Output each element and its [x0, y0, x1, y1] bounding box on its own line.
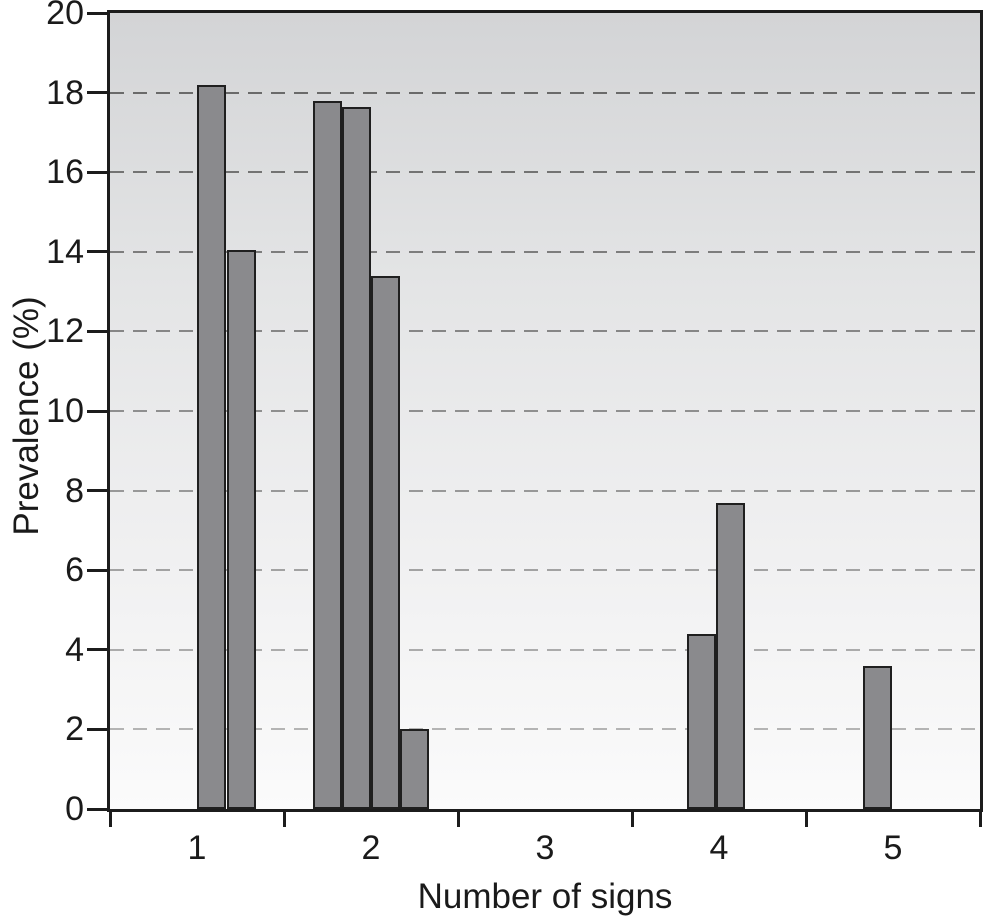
gridline [110, 728, 980, 731]
gridline [110, 569, 980, 572]
y-tick-label: 18 [46, 73, 84, 112]
x-tick-label: 1 [187, 829, 207, 867]
x-tick-label: 3 [535, 829, 555, 867]
y-tick-label: 8 [65, 471, 84, 510]
bar [400, 729, 429, 809]
gridline [110, 171, 980, 174]
y-tick-label: 10 [46, 392, 84, 430]
y-tick [87, 807, 110, 811]
x-tick [804, 809, 808, 827]
x-tick [108, 809, 112, 827]
gridline [110, 410, 980, 412]
y-tick-label: 4 [65, 630, 84, 669]
y-tick-label: 6 [65, 551, 84, 590]
bar [313, 100, 342, 809]
y-tick [87, 11, 110, 15]
y-tick [87, 648, 110, 652]
x-tick-label: 2 [361, 829, 381, 867]
bar [862, 665, 892, 809]
bar [371, 275, 400, 809]
gridline [110, 330, 980, 333]
y-tick [87, 91, 110, 95]
y-axis-title: Prevalence (%) [7, 296, 46, 536]
x-tick-label: 5 [883, 829, 903, 867]
gridline [110, 489, 980, 492]
x-tick [282, 809, 286, 827]
bar [226, 249, 256, 809]
y-tick [87, 409, 110, 413]
bar [687, 633, 717, 809]
x-axis-title: Number of signs [417, 877, 673, 916]
bar [716, 502, 746, 809]
y-tick [87, 250, 110, 254]
plot-area [107, 10, 983, 812]
x-tick [456, 809, 460, 827]
bar [197, 84, 226, 809]
bar [342, 106, 371, 809]
gridline [110, 91, 980, 94]
y-tick-label: 12 [46, 312, 84, 351]
y-tick-label: 20 [46, 0, 84, 32]
y-tick [87, 489, 110, 493]
x-tick-label: 4 [709, 829, 729, 867]
x-tick [978, 809, 982, 827]
y-tick [87, 329, 110, 333]
y-tick-label: 2 [65, 710, 84, 749]
y-tick-label: 0 [65, 790, 84, 828]
y-tick [87, 727, 110, 731]
x-tick [630, 809, 634, 827]
gridline [110, 648, 980, 651]
gridline [110, 250, 980, 253]
y-tick-label: 14 [46, 232, 84, 271]
y-tick-label: 16 [46, 153, 84, 192]
y-tick [87, 568, 110, 572]
y-tick [87, 170, 110, 174]
